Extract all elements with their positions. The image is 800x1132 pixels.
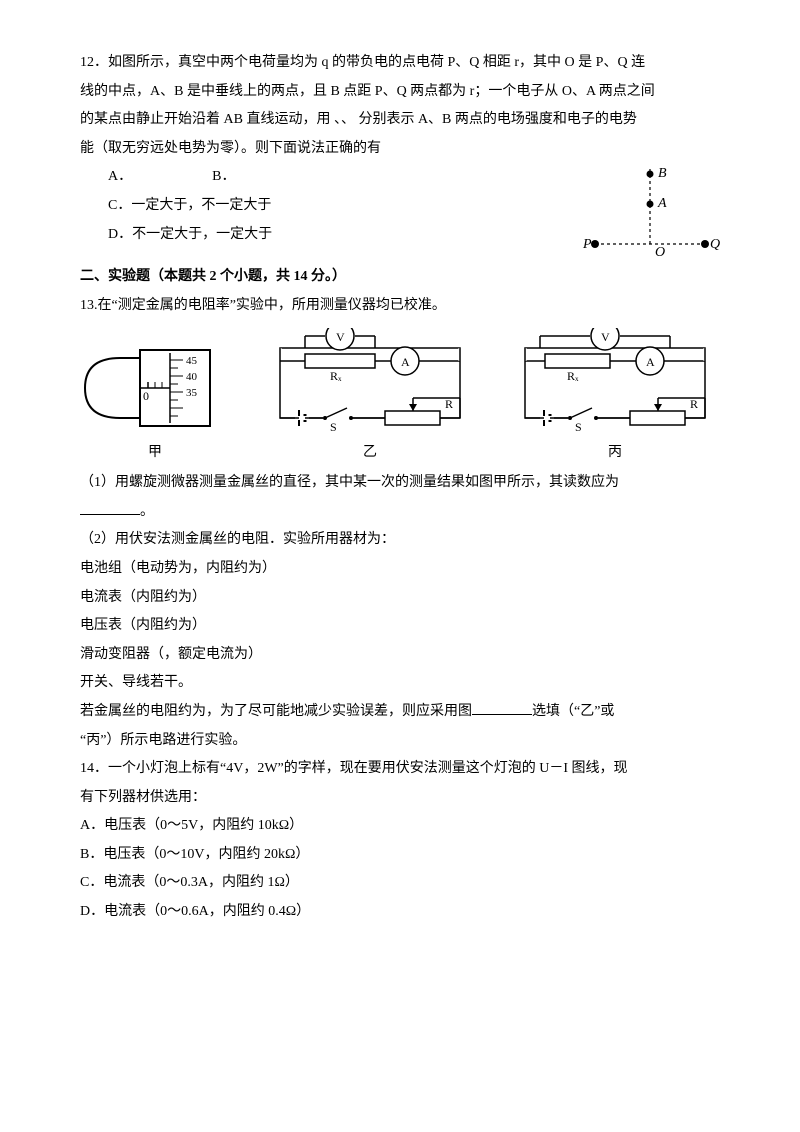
svg-text:45: 45 bbox=[186, 355, 198, 367]
q13-part1: （1）用螺旋测微器测量金属丝的直径，其中某一次的测量结果如图甲所示，其读数应为 bbox=[80, 470, 720, 497]
svg-text:A: A bbox=[646, 355, 655, 369]
svg-text:S: S bbox=[330, 420, 337, 434]
svg-text:Rₓ: Rₓ bbox=[330, 369, 342, 383]
q12-label-A: A bbox=[657, 196, 667, 211]
q13-blank2 bbox=[472, 700, 532, 715]
svg-text:40: 40 bbox=[186, 371, 198, 383]
q13-part2-l5: 开关、导线若干。 bbox=[80, 670, 720, 697]
svg-text:Rₓ: Rₓ bbox=[567, 369, 579, 383]
svg-text:S: S bbox=[575, 420, 582, 434]
svg-text:A: A bbox=[401, 355, 410, 369]
fig-yi: V Rₓ A bbox=[265, 328, 475, 467]
q12-diagram: P Q A B O bbox=[580, 154, 720, 264]
q14-optD: D．电流表（0～0.6A，内阻约 0.4Ω） bbox=[80, 899, 720, 926]
micrometer-main: 0 bbox=[143, 389, 149, 403]
q12-label-B: B bbox=[658, 166, 667, 181]
q13-part2-l6b: 选填（“乙”或 bbox=[532, 704, 614, 719]
q13-part2-l3: 电压表（内阻约为） bbox=[80, 613, 720, 640]
q14-optA: A．电压表（0～5V，内阻约 10kΩ） bbox=[80, 813, 720, 840]
q14-optB: B．电压表（0～10V，内阻约 20kΩ） bbox=[80, 842, 720, 869]
q13-part2-l6a: 若金属丝的电阻约为，为了尽可能地减少实验误差，则应采用图 bbox=[80, 704, 472, 719]
q13-blank1 bbox=[80, 500, 140, 515]
q12-line2: 线的中点，A、B 是中垂线上的两点，且 B 点距 P、Q 两点都为 r；一个电子… bbox=[80, 79, 720, 106]
q13-part2-l4: 滑动变阻器（，额定电流为） bbox=[80, 642, 720, 669]
q13-figures: 0 45 40 35 甲 bbox=[80, 328, 720, 467]
q12-line1: 12．如图所示，真空中两个电荷量均为 q 的带负电的点电荷 P、Q 相距 r，其… bbox=[80, 50, 720, 77]
fig-jia: 0 45 40 35 甲 bbox=[80, 338, 230, 467]
svg-text:35: 35 bbox=[186, 387, 198, 399]
q14-line1: 14．一个小灯泡上标有“4V，2W”的字样，现在要用伏安法测量这个灯泡的 U－I… bbox=[80, 756, 720, 783]
q13-head: 13.在“测定金属的电阻率”实验中，所用测量仪器均已校准。 bbox=[80, 293, 720, 320]
fig-bing-label: 丙 bbox=[608, 440, 622, 467]
q12-line3: 的某点由静止开始沿着 AB 直线运动，用 、、 分别表示 A、B 两点的电场强度… bbox=[80, 107, 720, 134]
section2-head: 二、实验题（本题共 2 个小题，共 14 分。） bbox=[80, 264, 720, 291]
q13-part2-l7: “丙”）所示电路进行实验。 bbox=[80, 728, 720, 755]
q12-label-O: O bbox=[655, 245, 665, 260]
q14-line2: 有下列器材供选用： bbox=[80, 785, 720, 812]
q13-blank1-suffix: 。 bbox=[140, 504, 154, 519]
fig-bing: V Rₓ A bbox=[510, 328, 720, 467]
fig-jia-label: 甲 bbox=[148, 440, 162, 467]
q13-part2-head: （2）用伏安法测金属丝的电阻．实验所用器材为： bbox=[80, 527, 720, 554]
q14-optC: C．电流表（0～0.3A，内阻约 1Ω） bbox=[80, 870, 720, 897]
q12-optB: B． bbox=[212, 169, 235, 184]
svg-text:V: V bbox=[601, 330, 610, 344]
svg-text:V: V bbox=[336, 330, 345, 344]
svg-text:R: R bbox=[445, 397, 453, 411]
q13-part2-l2: 电流表（内阻约为） bbox=[80, 585, 720, 612]
svg-text:R: R bbox=[690, 397, 698, 411]
fig-yi-label: 乙 bbox=[363, 440, 377, 467]
q12-label-Q: Q bbox=[710, 237, 720, 252]
q13-part2-l1: 电池组（电动势为，内阻约为） bbox=[80, 556, 720, 583]
q12-optA: A． bbox=[108, 169, 132, 184]
q12-label-P: P bbox=[582, 237, 592, 252]
